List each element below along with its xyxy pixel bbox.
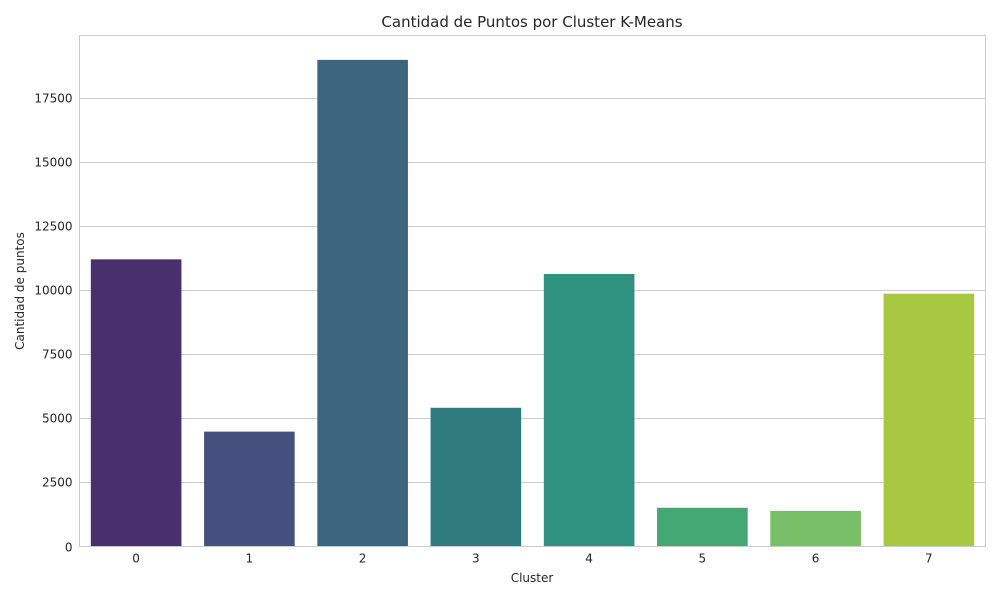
y-tick-label: 17500 — [34, 92, 72, 106]
x-tick-label: 6 — [812, 552, 820, 566]
y-tick-label: 15000 — [34, 156, 72, 170]
x-tick-label: 3 — [472, 552, 480, 566]
x-tick-label: 2 — [359, 552, 367, 566]
bar-cluster-4 — [543, 273, 635, 547]
bars — [90, 59, 975, 547]
x-axis-ticks: 0 1 2 3 4 5 6 7 — [132, 552, 932, 566]
bar-cluster-1 — [204, 431, 295, 547]
plot-frame — [79, 35, 986, 547]
bar-cluster-2 — [317, 59, 408, 547]
x-tick-label: 7 — [925, 552, 933, 566]
y-tick-label: 0 — [65, 541, 73, 555]
y-axis-ticks: 0 2500 5000 7500 10000 12500 15000 17500 — [34, 92, 72, 555]
y-tick-label: 12500 — [34, 220, 72, 234]
x-tick-label: 4 — [585, 552, 593, 566]
x-tick-label: 1 — [246, 552, 254, 566]
chart-title: Cantidad de Puntos por Cluster K-Means — [381, 13, 682, 31]
bar-cluster-6 — [770, 510, 861, 547]
y-tick-label: 7500 — [42, 348, 73, 362]
grid — [79, 98, 986, 483]
bar-cluster-5 — [657, 507, 748, 547]
x-tick-label: 5 — [699, 552, 707, 566]
y-tick-label: 2500 — [42, 476, 73, 490]
bar-cluster-3 — [430, 407, 522, 547]
x-tick-label: 0 — [132, 552, 140, 566]
x-axis-label: Cluster — [511, 571, 554, 585]
y-tick-label: 5000 — [42, 412, 73, 426]
y-axis-label: Cantidad de puntos — [13, 232, 27, 350]
bar-cluster-0 — [90, 259, 182, 547]
bar-cluster-7 — [883, 293, 975, 547]
y-tick-label: 10000 — [34, 284, 72, 298]
